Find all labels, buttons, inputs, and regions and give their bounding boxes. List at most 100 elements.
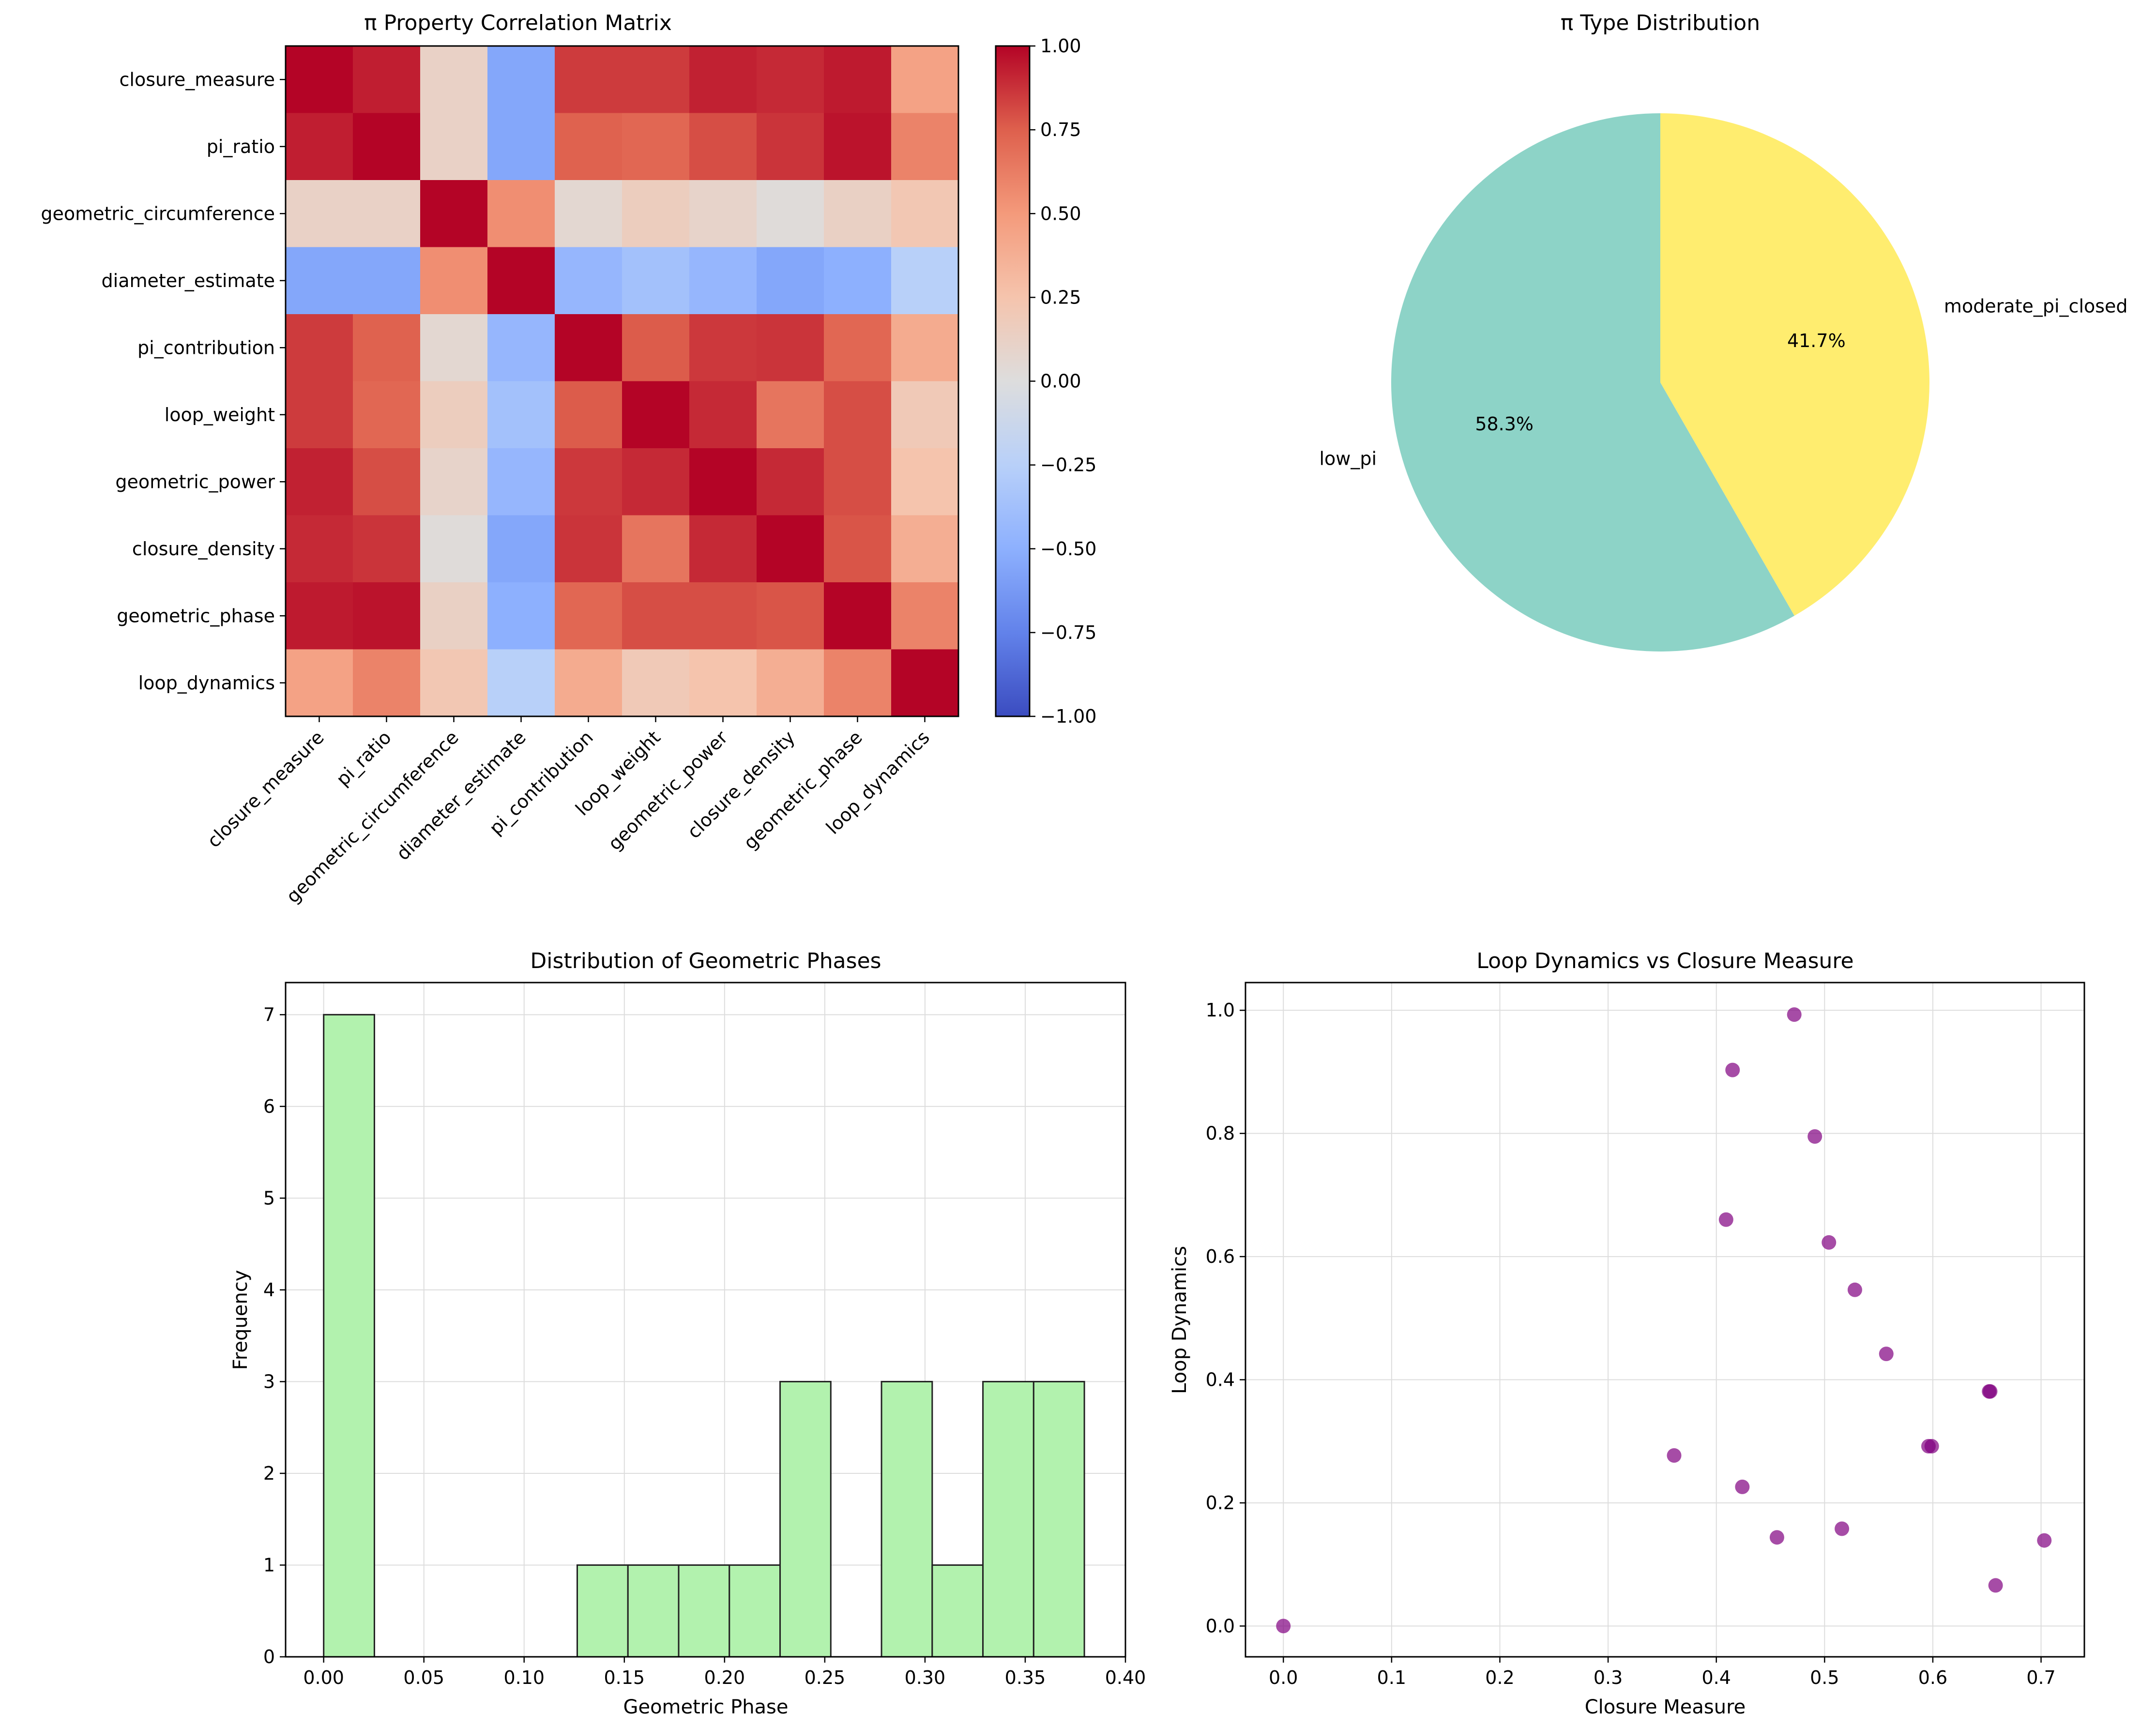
heatmap-colorbar: 1.00 0.75 0.50 0.25 0.00 −0.25 −0.50 −0.75 −1.00 bbox=[995, 35, 1096, 727]
heatmap-row-label: geometric_phase bbox=[117, 605, 275, 626]
heatmap-title: π Property Correlation Matrix bbox=[364, 11, 672, 35]
heatmap-cell bbox=[689, 180, 757, 248]
histogram-xtick-label: 0.35 bbox=[1005, 1667, 1046, 1688]
heatmap-cell bbox=[353, 180, 421, 248]
heatmap-cell bbox=[824, 649, 892, 717]
heatmap-cell bbox=[891, 448, 959, 516]
colorbar-tick-label: 0.75 bbox=[1040, 119, 1081, 140]
histogram-bar bbox=[323, 1014, 375, 1658]
histogram-ytick-label: 7 bbox=[263, 1004, 275, 1025]
scatter-ytick-label: 0.2 bbox=[1206, 1492, 1235, 1514]
heatmap-cell bbox=[420, 314, 488, 382]
scatter-point bbox=[1735, 1479, 1750, 1494]
heatmap-cell bbox=[555, 448, 623, 516]
heatmap-cell bbox=[824, 448, 892, 516]
heatmap-cell bbox=[824, 46, 892, 114]
scatter-ytick-label: 0.4 bbox=[1206, 1369, 1235, 1391]
histogram-bar bbox=[627, 1564, 680, 1658]
heatmap-row-label: closure_density bbox=[132, 538, 275, 560]
scatter-xtick-label: 0.4 bbox=[1701, 1667, 1731, 1688]
pie-label-moderate-pi-closed: moderate_pi_closed bbox=[1944, 295, 2128, 317]
scatter-xtick-label: 0.1 bbox=[1377, 1667, 1406, 1688]
colorbar-tick-label: −0.50 bbox=[1040, 538, 1096, 560]
histogram-xtick-label: 0.40 bbox=[1105, 1667, 1146, 1688]
heatmap-cell bbox=[487, 448, 555, 516]
pie-pct-moderate-pi-closed: 41.7% bbox=[1787, 330, 1846, 351]
scatter-point bbox=[1276, 1619, 1291, 1634]
histogram-ytick-label: 2 bbox=[263, 1463, 275, 1484]
heatmap-cell bbox=[891, 515, 959, 583]
heatmap-cell bbox=[622, 515, 690, 583]
scatter-xtick-label: 0.7 bbox=[2026, 1667, 2055, 1688]
histogram-ytick-label: 6 bbox=[263, 1096, 275, 1117]
scatter-point bbox=[1822, 1235, 1837, 1250]
colorbar-tick-label: 1.00 bbox=[1040, 35, 1081, 57]
heatmap-cell bbox=[487, 247, 555, 315]
heatmap-cell bbox=[487, 46, 555, 114]
heatmap-cell bbox=[420, 582, 488, 650]
heatmap-cell bbox=[353, 448, 421, 516]
heatmap-row-label: pi_ratio bbox=[207, 136, 275, 157]
scatter-panel: Loop Dynamics vs Closure Measure 0.0 0.1 0… bbox=[1169, 949, 2085, 1718]
heatmap-cell bbox=[353, 582, 421, 650]
heatmap-cell bbox=[757, 649, 824, 717]
histogram-panel: Distribution of Geometric Phases 0.00 0.0… bbox=[229, 949, 1146, 1718]
pie-slices bbox=[1391, 113, 1929, 652]
heatmap-cell bbox=[891, 314, 959, 382]
heatmap-cell bbox=[757, 46, 824, 114]
heatmap-cell bbox=[286, 582, 353, 650]
heatmap-cell bbox=[824, 314, 892, 382]
heatmap-cells bbox=[286, 46, 959, 717]
histogram-xtick-label: 0.05 bbox=[403, 1667, 444, 1688]
heatmap-cell bbox=[286, 113, 353, 181]
scatter-point bbox=[1988, 1578, 2003, 1593]
scatter-point bbox=[1718, 1212, 1733, 1227]
histogram-bar bbox=[1032, 1380, 1085, 1658]
heatmap-cell bbox=[891, 180, 959, 248]
heatmap-cell bbox=[622, 46, 690, 114]
scatter-title: Loop Dynamics vs Closure Measure bbox=[1476, 949, 1853, 973]
scatter-ytick-label: 0.0 bbox=[1206, 1615, 1235, 1636]
heatmap-cell bbox=[353, 247, 421, 315]
heatmap-row-label: loop_dynamics bbox=[138, 672, 275, 694]
pie-panel: π Type Distribution low_pi moderate_pi_c… bbox=[1319, 11, 2128, 652]
heatmap-cell bbox=[757, 247, 824, 315]
heatmap-cell bbox=[689, 314, 757, 382]
scatter-ytick-label: 0.6 bbox=[1206, 1246, 1235, 1267]
heatmap-cell bbox=[487, 515, 555, 583]
heatmap-frame bbox=[285, 45, 959, 717]
heatmap-cell bbox=[824, 180, 892, 248]
heatmap-cell bbox=[689, 649, 757, 717]
heatmap-cell bbox=[824, 582, 892, 650]
heatmap-cell bbox=[757, 381, 824, 449]
scatter-point bbox=[1807, 1129, 1822, 1144]
heatmap-cell bbox=[555, 515, 623, 583]
heatmap-cell bbox=[689, 113, 757, 181]
heatmap-cell bbox=[353, 46, 421, 114]
histogram-bar bbox=[881, 1380, 933, 1658]
colorbar-tick-label: 0.00 bbox=[1040, 371, 1081, 392]
histogram-bar bbox=[678, 1564, 730, 1658]
heatmap-cell bbox=[555, 381, 623, 449]
heatmap-row-label: diameter_estimate bbox=[102, 270, 275, 291]
heatmap-cell bbox=[555, 46, 623, 114]
heatmap-cell bbox=[689, 515, 757, 583]
heatmap-row-label: geometric_circumference bbox=[41, 203, 275, 224]
heatmap-cell bbox=[689, 582, 757, 650]
histogram-ytick-label: 0 bbox=[263, 1646, 275, 1667]
heatmap-cell bbox=[824, 247, 892, 315]
heatmap-cell bbox=[891, 381, 959, 449]
pie-pct-low-pi: 58.3% bbox=[1475, 413, 1533, 435]
heatmap-row-label: pi_contribution bbox=[137, 337, 275, 358]
heatmap-cell bbox=[420, 46, 488, 114]
heatmap-cell bbox=[487, 649, 555, 717]
heatmap-cell bbox=[286, 381, 353, 449]
heatmap-cell bbox=[286, 247, 353, 315]
colorbar-bar bbox=[995, 45, 1031, 717]
heatmap-cell bbox=[689, 448, 757, 516]
histogram-xlabel: Geometric Phase bbox=[623, 1696, 788, 1718]
histogram-ticks: 0.00 0.05 0.10 0.15 0.20 0.25 0.30 0.35 0.40 0 1 2 3… bbox=[263, 1004, 1146, 1688]
heatmap-cell bbox=[757, 314, 824, 382]
heatmap-cell bbox=[420, 113, 488, 181]
